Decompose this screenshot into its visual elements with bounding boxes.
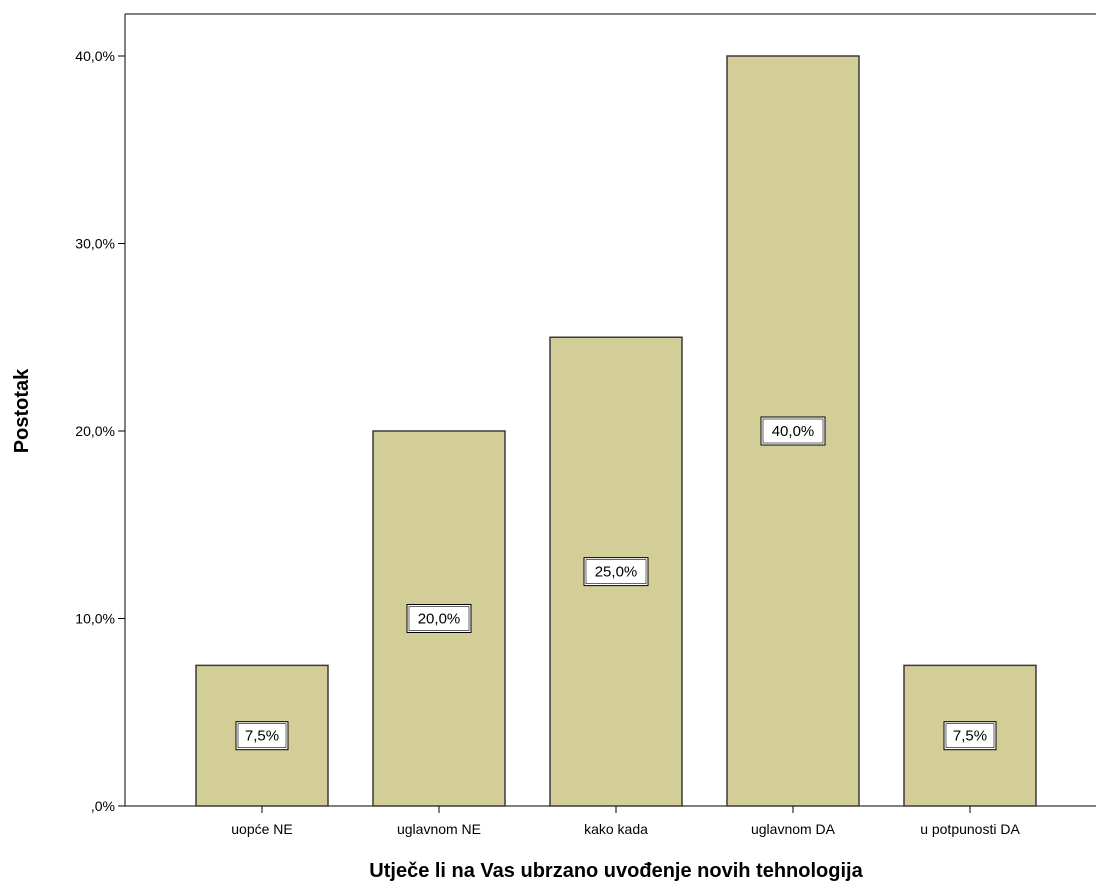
x-tick-label: uopće NE: [231, 821, 292, 837]
data-label-text: 40,0%: [772, 423, 815, 440]
data-label-inner-border: [945, 723, 995, 748]
x-axis: uopće NE uglavnom NE kako kada uglavnom DA u…: [231, 806, 1020, 837]
data-label-box: [406, 604, 472, 633]
x-tick-label: kako kada: [584, 821, 648, 837]
x-tick-label: uglavnom NE: [397, 821, 481, 837]
data-label: 7,5%: [943, 721, 997, 751]
data-label-text: 25,0%: [595, 564, 638, 581]
data-labels: 7,5% 20,0% 25,0% 40,0% 7,5%: [235, 416, 997, 751]
y-axis: ,0% 10,0% 20,0% 30,0% 40,0%: [75, 48, 125, 814]
data-label-text: 20,0%: [418, 611, 461, 628]
data-label-text: 7,5%: [245, 728, 279, 745]
y-tick-label: 20,0%: [75, 423, 115, 439]
y-tick-label: ,0%: [91, 798, 115, 814]
data-label-box: [760, 416, 826, 446]
x-axis-title: Utječe li na Vas ubrzano uvođenje novih …: [369, 860, 863, 882]
y-tick-label: 30,0%: [75, 236, 115, 252]
y-tick-label: 40,0%: [75, 48, 115, 64]
data-label-inner-border: [762, 418, 824, 444]
data-label-inner-border: [237, 723, 287, 748]
x-tick-label: u potpunosti DA: [920, 821, 1020, 837]
data-label: 40,0%: [760, 416, 826, 446]
data-label: 25,0%: [583, 557, 649, 587]
data-label-box: [583, 557, 649, 587]
y-tick-label: 10,0%: [75, 611, 115, 627]
data-label-text: 7,5%: [953, 728, 987, 745]
data-label-box: [943, 721, 997, 751]
y-axis-title: Postotak: [11, 368, 33, 453]
data-label: 20,0%: [406, 604, 472, 633]
x-tick-label: uglavnom DA: [751, 821, 836, 837]
data-label-inner-border: [585, 559, 647, 584]
data-label-box: [235, 721, 289, 751]
data-label: 7,5%: [235, 721, 289, 751]
bars: [195, 55, 1037, 807]
data-label-inner-border: [408, 606, 470, 631]
